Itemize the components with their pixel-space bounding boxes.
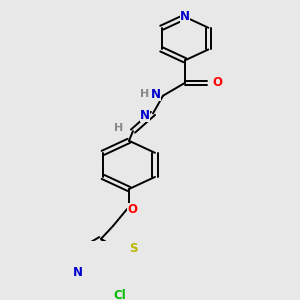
Text: N: N	[180, 10, 190, 22]
Text: N: N	[140, 109, 150, 122]
Text: H: H	[114, 123, 124, 133]
Text: N: N	[73, 266, 83, 279]
Text: O: O	[127, 203, 137, 216]
Text: H: H	[140, 89, 150, 99]
Text: S: S	[129, 242, 137, 255]
Text: Cl: Cl	[114, 289, 126, 300]
Text: O: O	[212, 76, 222, 89]
Text: N: N	[151, 88, 161, 100]
